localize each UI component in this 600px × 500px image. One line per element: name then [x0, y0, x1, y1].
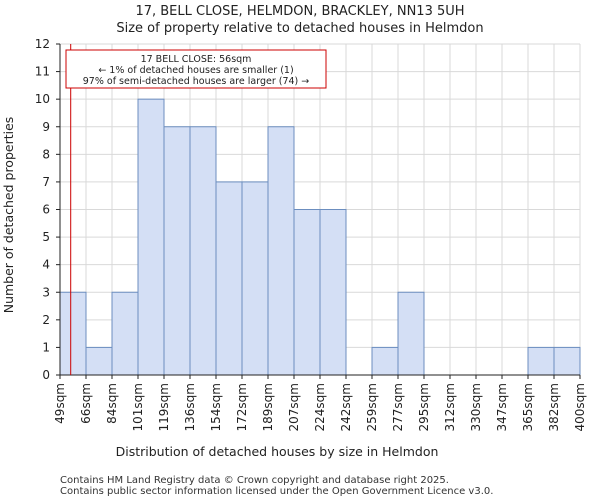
bar — [215, 181, 243, 376]
x-tick-label: 66sqm — [79, 383, 93, 424]
bar — [59, 291, 87, 376]
x-tick-label: 242sqm — [339, 383, 353, 431]
x-tick-label: 154sqm — [209, 383, 223, 431]
annotation-box — [65, 49, 327, 89]
annotation-line-2: ← 1% of detached houses are smaller (1) — [98, 65, 293, 76]
y-tick-label: 9 — [42, 120, 50, 134]
x-tick-label: 136sqm — [183, 383, 197, 431]
bar — [371, 346, 399, 376]
annotation-line-1: 17 BELL CLOSE: 56sqm — [141, 54, 252, 65]
x-tick-label: 84sqm — [105, 383, 119, 424]
x-tick-label: 259sqm — [365, 383, 379, 431]
x-axis-label: Distribution of detached houses by size … — [116, 444, 439, 459]
y-tick-label: 12 — [35, 37, 50, 51]
bar — [397, 291, 425, 376]
x-tick-label: 347sqm — [495, 383, 509, 431]
bar — [527, 346, 555, 376]
bar — [189, 126, 217, 376]
x-tick-label: 49sqm — [53, 383, 67, 424]
y-tick-label: 1 — [42, 340, 50, 354]
x-tick-label: 400sqm — [573, 383, 587, 431]
bar — [163, 126, 191, 376]
bar — [137, 98, 165, 376]
annotation-line-3: 97% of semi-detached houses are larger (… — [83, 76, 310, 87]
x-tick-label: 189sqm — [261, 383, 275, 431]
x-tick-label: 312sqm — [443, 383, 457, 431]
bar — [553, 346, 581, 376]
bar — [319, 209, 347, 376]
y-tick-label: 4 — [42, 258, 50, 272]
y-tick-label: 10 — [35, 92, 50, 106]
y-tick-label: 7 — [42, 175, 50, 189]
x-tick-label: 365sqm — [521, 383, 535, 431]
bars — [59, 98, 581, 376]
y-tick-label: 3 — [42, 285, 50, 299]
x-tick-label: 172sqm — [235, 383, 249, 431]
chart-title: 17, BELL CLOSE, HELMDON, BRACKLEY, NN13 … — [135, 4, 464, 19]
bar — [293, 209, 321, 376]
y-axis-label: Number of detached properties — [1, 117, 16, 314]
x-tick-label: 330sqm — [469, 383, 483, 431]
bar — [267, 126, 295, 376]
chart-subtitle: Size of property relative to detached ho… — [116, 21, 483, 36]
y-tick-label: 11 — [35, 65, 50, 79]
x-tick-label: 101sqm — [131, 383, 145, 431]
x-tick-label: 295sqm — [417, 383, 431, 431]
y-tick-label: 0 — [42, 368, 50, 382]
footer-line-1: Contains HM Land Registry data © Crown c… — [60, 475, 449, 486]
bar — [111, 291, 139, 376]
y-tick-label: 2 — [42, 313, 50, 327]
x-tick-label: 207sqm — [287, 383, 301, 431]
bar — [85, 346, 113, 376]
x-tick-labels: 49sqm 66sqm 84sqm 101sqm 119sqm 136sqm 154sqm 1… — [53, 375, 587, 431]
bar — [241, 181, 269, 376]
y-tick-label: 8 — [42, 147, 50, 161]
x-tick-label: 382sqm — [547, 383, 561, 431]
x-tick-label: 119sqm — [157, 383, 171, 431]
x-tick-label: 277sqm — [391, 383, 405, 431]
y-tick-label: 6 — [42, 203, 50, 217]
x-tick-label: 224sqm — [313, 383, 327, 431]
y-tick-label: 5 — [42, 230, 50, 244]
footer-line-2: Contains public sector information licen… — [60, 486, 493, 497]
